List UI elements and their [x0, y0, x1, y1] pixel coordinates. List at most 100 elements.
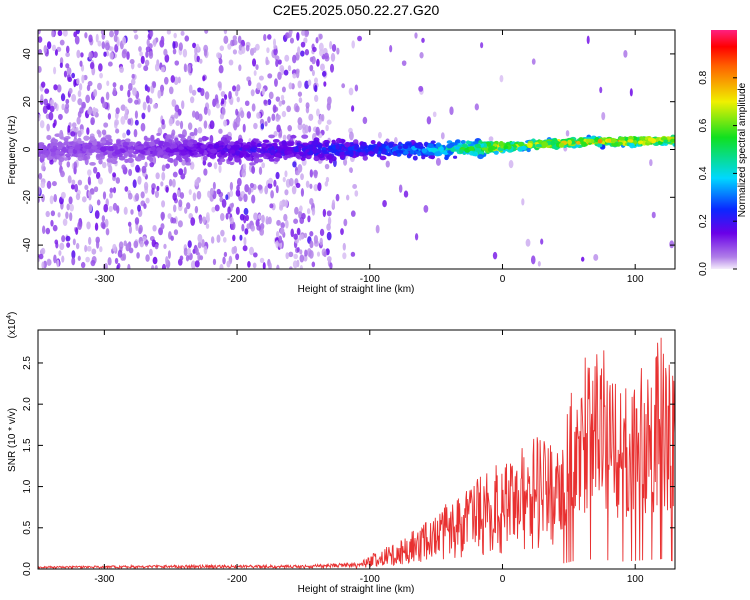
- heatmap-cell: [278, 235, 283, 244]
- heatmap-cell: [221, 98, 225, 105]
- heatmap-cell: [446, 143, 453, 149]
- heatmap-cell: [399, 150, 404, 154]
- heatmap-cell: [293, 233, 298, 240]
- heatmap-cell: [277, 59, 282, 65]
- heatmap-cell: [152, 256, 158, 265]
- heatmap-cell: [214, 204, 220, 212]
- heatmap-cell: [414, 32, 418, 39]
- heatmap-cell: [128, 247, 134, 254]
- heatmap-cell: [222, 236, 227, 243]
- heatmap-cell: [416, 150, 422, 157]
- heatmap-cell: [627, 139, 634, 143]
- heatmap-cell: [232, 49, 238, 55]
- heatmap-cell: [466, 141, 472, 145]
- heatmap-cell: [246, 111, 251, 119]
- heatmap-cell: [46, 180, 52, 189]
- heatmap-cell: [434, 151, 441, 157]
- heatmap-cell: [540, 238, 544, 245]
- heatmap-cell: [172, 148, 180, 153]
- heatmap-cell: [63, 70, 68, 78]
- heatmap-cell: [60, 191, 66, 199]
- heatmap-cell: [299, 205, 303, 212]
- heatmap-cell: [280, 94, 285, 101]
- heatmap-cell: [46, 123, 50, 132]
- heatmap-cell: [170, 143, 178, 149]
- heatmap-cell: [134, 192, 140, 202]
- heatmap-cell: [354, 84, 359, 92]
- heatmap-cell: [165, 163, 170, 169]
- heatmap-cell: [272, 104, 277, 113]
- heatmap-cell: [39, 120, 45, 129]
- heatmap-cell: [268, 158, 276, 162]
- heatmap-cell: [136, 252, 140, 259]
- heatmap-cell: [670, 138, 675, 143]
- heatmap-cell: [275, 171, 280, 180]
- heatmap-cell: [472, 141, 479, 145]
- heatmap-cell: [506, 148, 514, 153]
- heatmap-cell: [355, 151, 360, 156]
- heatmap-cell: [242, 245, 248, 252]
- heatmap-cell: [204, 91, 210, 100]
- heatmap-cell: [95, 171, 101, 180]
- heatmap-cell: [327, 96, 332, 105]
- heatmap-cell: [196, 55, 201, 63]
- heatmap-cell: [576, 140, 581, 145]
- heatmap-cell: [122, 132, 127, 139]
- heatmap-cell: [272, 138, 280, 143]
- heatmap-cell: [249, 182, 254, 188]
- heatmap-cell: [317, 153, 323, 158]
- heatmap-cell: [185, 157, 191, 164]
- heatmap-cell: [261, 142, 267, 148]
- heatmap-cell: [327, 154, 333, 160]
- heatmap-cell: [203, 245, 208, 255]
- heatmap-cell: [143, 135, 148, 141]
- heatmap-cell: [124, 112, 129, 120]
- heatmap-cell: [227, 155, 234, 161]
- heatmap-cell: [99, 146, 107, 152]
- heatmap-cell: [54, 49, 58, 56]
- heatmap-cell: [389, 45, 393, 53]
- heatmap-cell: [388, 144, 394, 149]
- heatmap-cell: [301, 123, 306, 130]
- heatmap-cell: [521, 198, 525, 206]
- heatmap-cell: [245, 156, 253, 161]
- heatmap-cell: [56, 84, 62, 93]
- heatmap-cell: [268, 91, 274, 100]
- heatmap-cell: [60, 93, 66, 102]
- heatmap-cell: [318, 42, 324, 52]
- heatmap-cell: [130, 209, 134, 215]
- heatmap-cell: [274, 78, 278, 87]
- heatmap-cell: [474, 147, 482, 153]
- heatmap-cell: [297, 117, 303, 125]
- heatmap-cell: [392, 146, 397, 151]
- snr-x-ticks: -300 -200 -100 0 100: [94, 330, 644, 585]
- heatmap-cell: [149, 30, 154, 38]
- snr-frame: [37, 329, 676, 570]
- heatmap-cell: [97, 130, 102, 138]
- colorbar-gradient: [711, 30, 737, 269]
- heatmap-cell: [80, 52, 84, 58]
- heatmap-cell: [298, 234, 302, 241]
- heatmap-cell: [344, 141, 351, 148]
- heatmap-cell: [480, 42, 484, 49]
- heatmap-cell: [65, 235, 71, 242]
- y-tick-label: 40: [22, 48, 33, 60]
- heatmap-cell: [41, 225, 46, 235]
- heatmap-cell: [240, 110, 245, 119]
- heatmap-cell: [85, 256, 90, 263]
- heatmap-cell: [293, 146, 299, 152]
- heatmap-cell: [144, 161, 148, 168]
- heatmap-cell: [52, 224, 58, 232]
- heatmap-cell: [317, 144, 323, 149]
- heatmap-cell: [305, 148, 310, 153]
- heatmap-cell: [251, 194, 256, 204]
- heatmap-cell: [252, 262, 257, 269]
- heatmap-cell: [440, 132, 445, 140]
- heatmap-cell: [270, 190, 274, 199]
- colorbar-tick-label: 0.4: [698, 166, 709, 180]
- heatmap-cell: [101, 161, 107, 169]
- heatmap-cell: [265, 218, 270, 225]
- heatmap-cell: [41, 161, 46, 167]
- heatmap-cell: [336, 47, 340, 55]
- heatmap-cell: [275, 185, 279, 194]
